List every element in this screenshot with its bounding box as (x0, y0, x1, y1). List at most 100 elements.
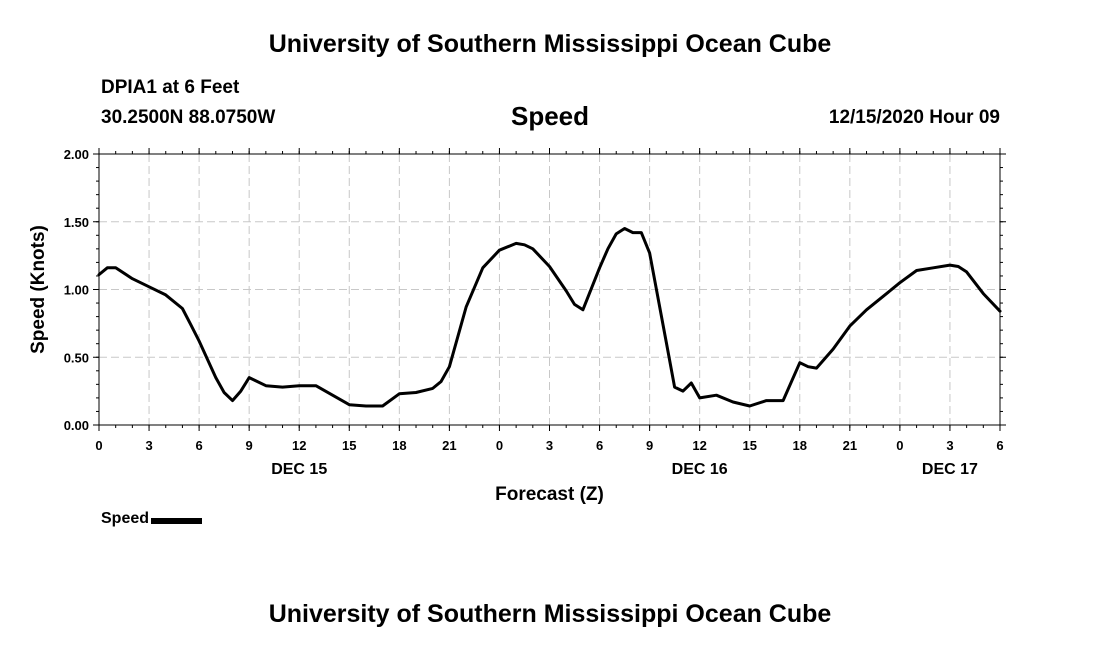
legend-label: Speed (101, 510, 150, 527)
data-point (615, 233, 618, 235)
data-point (832, 348, 834, 350)
data-point (448, 365, 451, 368)
data-point (899, 281, 901, 284)
legend: Speed (101, 510, 203, 528)
label-layer: 0.00 0.50 1.00 1.50 2.00 0 3 6 9 12 15 18 21 0 3 6 9 12 15… (28, 147, 1004, 505)
data-point (698, 397, 701, 399)
data-point (807, 365, 809, 368)
data-point (532, 248, 534, 250)
data-point (632, 231, 634, 234)
footer-title: University of Southern Mississippi Ocean… (268, 600, 832, 628)
data-point (181, 307, 184, 310)
forecast-datetime: 12/15/2020 Hour 09 (828, 107, 1000, 128)
data-point (999, 310, 1001, 312)
data-point (782, 399, 784, 402)
data-point (648, 252, 651, 254)
x-tick-label: 18 (793, 438, 807, 453)
x-tick-label: 9 (646, 438, 653, 453)
date-label: DEC 17 (922, 461, 978, 478)
data-point (949, 264, 951, 266)
data-point (815, 367, 818, 369)
date-label: DEC 15 (271, 461, 327, 478)
data-point (665, 341, 668, 344)
data-point (381, 405, 384, 407)
data-point (398, 393, 401, 395)
data-point (106, 267, 109, 269)
y-tick-label: 0.50 (64, 350, 89, 365)
data-point (982, 292, 985, 295)
data-point (315, 384, 317, 387)
data-point (682, 390, 684, 392)
data-point (849, 325, 851, 327)
data-point (298, 384, 301, 387)
date-label: DEC 16 (672, 461, 728, 478)
x-tick-label: 0 (95, 438, 102, 453)
data-point (598, 267, 601, 269)
x-tick-label: 3 (546, 438, 553, 453)
x-tick-label: 12 (692, 438, 706, 453)
data-point (465, 306, 467, 308)
data-point (640, 231, 643, 234)
x-tick-label: 0 (896, 438, 903, 453)
data-point (932, 267, 935, 269)
y-tick-label: 1.00 (64, 283, 89, 298)
x-tick-label: 21 (442, 438, 456, 453)
data-point (248, 376, 250, 379)
x-tick-label: 9 (246, 438, 253, 453)
data-point (732, 401, 734, 403)
data-point (515, 242, 517, 245)
axis-layer (93, 148, 1006, 431)
data-point (281, 386, 284, 388)
data-point (114, 267, 117, 269)
x-tick-label: 3 (946, 438, 953, 453)
x-tick-label: 12 (292, 438, 306, 453)
x-tick-label: 21 (843, 438, 857, 453)
data-point (240, 390, 242, 392)
data-point (765, 399, 768, 402)
y-axis-label: Speed (Knots) (28, 225, 49, 354)
coordinates-label: 30.2500N 88.0750W (101, 107, 276, 128)
data-point (573, 303, 576, 306)
data-point (882, 295, 885, 298)
data-point (865, 309, 868, 311)
data-point (915, 269, 918, 272)
data-point (265, 384, 267, 387)
data-point (440, 380, 442, 383)
x-tick-label: 3 (145, 438, 152, 453)
data-point (607, 248, 609, 250)
x-tick-label: 18 (392, 438, 406, 453)
grid-layer (99, 154, 1000, 425)
data-point (131, 277, 134, 280)
data-point (189, 323, 192, 326)
series-layer (97, 227, 1002, 408)
y-tick-label: 2.00 (64, 147, 89, 162)
data-point (198, 340, 200, 342)
data-point (957, 265, 960, 268)
data-point (798, 361, 801, 364)
x-tick-label: 6 (996, 438, 1003, 453)
x-tick-label: 15 (742, 438, 756, 453)
y-tick-label: 1.50 (64, 215, 89, 230)
data-point (148, 285, 150, 288)
data-point (498, 249, 501, 252)
legend-swatch (151, 517, 203, 524)
plot-frame (98, 153, 1001, 426)
data-point (365, 405, 367, 407)
data-point (415, 391, 417, 394)
data-point (348, 403, 351, 406)
data-point (715, 394, 718, 396)
data-point (748, 405, 751, 407)
data-point (431, 387, 434, 390)
x-tick-label: 6 (195, 438, 202, 453)
x-tick-label: 0 (496, 438, 503, 453)
data-point (523, 243, 526, 246)
data-point (481, 267, 484, 269)
data-point (331, 394, 334, 396)
data-point (548, 265, 551, 268)
y-tick-label: 0.00 (64, 418, 89, 433)
data-point (582, 309, 584, 311)
data-point (673, 386, 676, 388)
data-point (623, 227, 626, 230)
data-point (164, 294, 167, 296)
